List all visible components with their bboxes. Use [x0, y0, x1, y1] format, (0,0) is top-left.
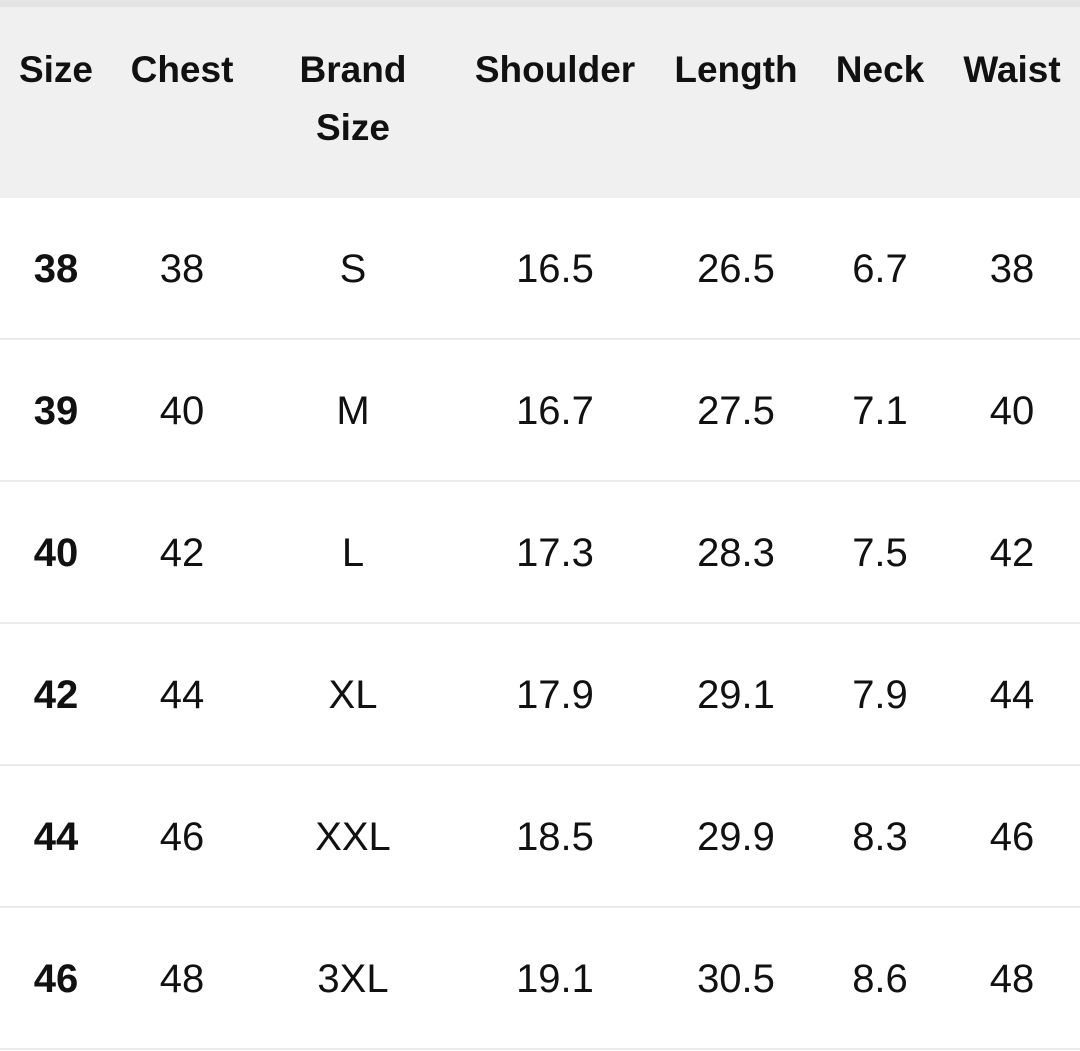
- table-cell: 46: [989, 815, 1035, 859]
- table-cell: 42: [159, 531, 205, 575]
- table-cell: 38: [33, 247, 79, 291]
- table-cell: 7.5: [852, 531, 908, 575]
- header-cell: Length: [674, 49, 798, 90]
- table-cell: 46: [159, 815, 205, 859]
- header-cell: Chest: [130, 49, 234, 90]
- table-cell: 3XL: [317, 957, 389, 1001]
- top-strip: [0, 0, 1080, 7]
- table-cell: 7.9: [852, 673, 908, 717]
- table-cell: 7.1: [852, 389, 908, 433]
- table-cell: 29.1: [697, 673, 775, 717]
- table-row: 44 46 XXL 18.5 29.9 8.3 46: [0, 766, 1080, 908]
- table-cell: 19.1: [516, 957, 594, 1001]
- table-cell: 39: [33, 389, 79, 433]
- header-cell: Shoulder: [474, 49, 636, 90]
- table-cell: 42: [989, 531, 1035, 575]
- table-cell: 44: [989, 673, 1035, 717]
- table-row: 40 42 L 17.3 28.3 7.5 42: [0, 482, 1080, 624]
- table-cell: 40: [159, 389, 205, 433]
- table-header: Size Chest Brand Size Shoulder Length Neck Wai…: [0, 7, 1080, 198]
- table-cell: 38: [989, 247, 1035, 291]
- table-cell: 27.5: [697, 389, 775, 433]
- table-cell: 40: [989, 389, 1035, 433]
- table-cell: 18.5: [516, 815, 594, 859]
- table-cell: 8.3: [852, 815, 908, 859]
- table-row: 46 48 3XL 19.1 30.5 8.6 48: [0, 908, 1080, 1050]
- table-cell: 38: [159, 247, 205, 291]
- table-cell: L: [341, 531, 365, 575]
- table-cell: XXL: [315, 815, 391, 859]
- table-cell: 42: [33, 673, 79, 717]
- table-cell: 16.7: [516, 389, 594, 433]
- table-cell: 30.5: [697, 957, 775, 1001]
- header-cell: Waist: [963, 49, 1061, 90]
- table-cell: 16.5: [516, 247, 594, 291]
- table-cell: 44: [159, 673, 205, 717]
- table-cell: 48: [159, 957, 205, 1001]
- table-row: 39 40 M 16.7 27.5 7.1 40: [0, 340, 1080, 482]
- table-row: 38 38 S 16.5 26.5 6.7 38: [0, 198, 1080, 340]
- table-cell: 48: [989, 957, 1035, 1001]
- header-cell: Brand Size: [299, 49, 407, 148]
- table-cell: 8.6: [852, 957, 908, 1001]
- table-cell: 29.9: [697, 815, 775, 859]
- header-cell: Size: [18, 49, 94, 90]
- table-row: 42 44 XL 17.9 29.1 7.9 44: [0, 624, 1080, 766]
- table-cell: 6.7: [852, 247, 908, 291]
- table-cell: 40: [33, 531, 79, 575]
- table-cell: S: [339, 247, 367, 291]
- table-cell: 28.3: [697, 531, 775, 575]
- table-cell: M: [336, 389, 370, 433]
- table-cell: 17.3: [516, 531, 594, 575]
- header-cell: Neck: [835, 49, 925, 90]
- table-cell: XL: [328, 673, 378, 717]
- table-cell: 44: [33, 815, 79, 859]
- table-cell: 26.5: [697, 247, 775, 291]
- table-cell: 46: [33, 957, 79, 1001]
- table-cell: 17.9: [516, 673, 594, 717]
